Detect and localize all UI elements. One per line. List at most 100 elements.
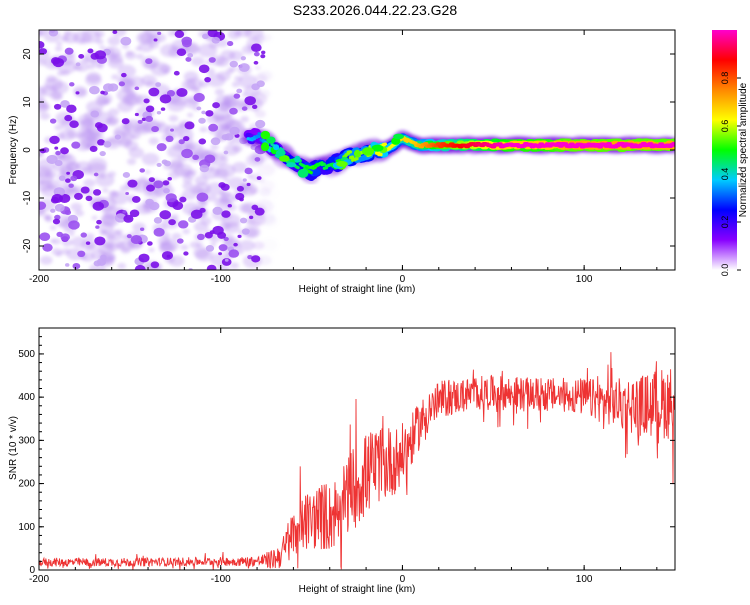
noise-speckle	[153, 180, 163, 188]
noise-speckle	[183, 251, 188, 255]
noise-speckle	[147, 241, 153, 246]
noise-blob	[79, 130, 97, 143]
noise-speckle	[151, 126, 159, 132]
noise-speckle	[212, 102, 220, 108]
noise-blob	[253, 241, 265, 249]
noise-speckle	[122, 118, 130, 124]
track-segment	[355, 159, 357, 160]
noise-speckle	[146, 185, 155, 192]
noise-speckle	[200, 165, 209, 173]
noise-speckle	[54, 147, 58, 150]
noise-speckle	[65, 210, 71, 215]
noise-speckle	[103, 83, 114, 92]
noise-speckle	[163, 180, 170, 185]
track-blob	[276, 150, 286, 157]
noise-speckle	[224, 151, 229, 155]
noise-speckle	[135, 265, 146, 274]
noise-speckle	[221, 210, 230, 218]
noise-blob	[223, 178, 229, 182]
noise-speckle	[168, 219, 176, 225]
noise-speckle	[185, 121, 195, 129]
y-tick-label: 200	[18, 479, 35, 490]
noise-speckle	[123, 172, 130, 178]
noise-speckle	[139, 168, 145, 172]
noise-speckle	[161, 107, 165, 111]
noise-blob	[117, 101, 133, 112]
noise-blob	[35, 99, 48, 108]
noise-speckle	[65, 178, 71, 183]
noise-speckle	[261, 51, 265, 55]
noise-speckle	[119, 81, 125, 86]
noise-blob	[263, 64, 280, 76]
noise-speckle	[90, 111, 99, 118]
y-tick-label: -20	[22, 238, 33, 253]
noise-blob	[108, 36, 121, 45]
noise-speckle	[68, 184, 74, 188]
noise-speckle	[167, 255, 171, 258]
noise-blob	[213, 114, 219, 118]
noise-blob	[95, 173, 114, 187]
noise-speckle	[96, 220, 102, 225]
noise-speckle	[219, 244, 228, 251]
noise-speckle	[60, 233, 70, 241]
noise-blob	[255, 110, 266, 118]
noise-speckle	[127, 180, 137, 188]
noise-speckle	[233, 243, 238, 247]
noise-blob	[50, 225, 57, 230]
noise-blob	[247, 213, 265, 226]
colorbar-tick-label: 0.6	[720, 120, 730, 133]
track-blob	[336, 161, 348, 167]
noise-blob	[102, 188, 109, 193]
noise-blob	[182, 229, 190, 234]
y-tick-label: 500	[18, 349, 35, 360]
noise-speckle	[212, 207, 222, 215]
snr-x-axis-label: Height of straight line (km)	[299, 584, 416, 595]
noise-speckle	[242, 228, 250, 234]
track-blob	[294, 156, 300, 163]
noise-speckle	[35, 41, 45, 49]
colorbar-tick-label: 0.2	[720, 216, 730, 229]
noise-blob	[148, 137, 159, 145]
noise-speckle	[197, 192, 209, 201]
noise-speckle	[86, 196, 93, 201]
noise-speckle	[172, 201, 183, 210]
noise-blob	[215, 89, 225, 96]
noise-blob	[56, 41, 63, 46]
noise-speckle	[99, 151, 105, 156]
noise-blob	[115, 229, 123, 235]
noise-speckle	[241, 56, 246, 60]
noise-blob	[207, 195, 217, 202]
noise-speckle	[204, 154, 215, 163]
noise-blob	[111, 54, 117, 58]
noise-speckle	[208, 124, 218, 132]
noise-blob	[95, 30, 105, 37]
noise-speckle	[199, 138, 207, 144]
noise-speckle	[59, 175, 66, 180]
noise-blob	[125, 52, 136, 60]
noise-speckle	[154, 38, 158, 41]
noise-speckle	[55, 160, 63, 166]
noise-speckle	[149, 202, 159, 210]
track-blob	[354, 150, 361, 158]
spectrogram-x-axis-label: Height of straight line (km)	[299, 284, 416, 295]
noise-speckle	[93, 189, 101, 196]
noise-speckle	[234, 93, 241, 98]
noise-speckle	[254, 61, 259, 65]
noise-speckle	[191, 210, 203, 219]
x-tick-label: 100	[576, 274, 593, 285]
noise-speckle	[225, 259, 229, 262]
noise-speckle	[139, 254, 150, 263]
noise-speckle	[145, 58, 152, 64]
noise-blob	[64, 228, 71, 233]
noise-speckle	[49, 136, 60, 144]
noise-blob	[108, 108, 119, 116]
noise-speckle	[251, 205, 258, 210]
noise-speckle	[115, 135, 121, 140]
noise-speckle	[112, 30, 117, 34]
noise-blob	[121, 247, 130, 254]
noise-speckle	[198, 118, 206, 124]
noise-blob	[35, 209, 46, 217]
noise-speckle	[86, 241, 90, 245]
track-segment	[324, 168, 326, 169]
noise-speckle	[209, 57, 216, 63]
